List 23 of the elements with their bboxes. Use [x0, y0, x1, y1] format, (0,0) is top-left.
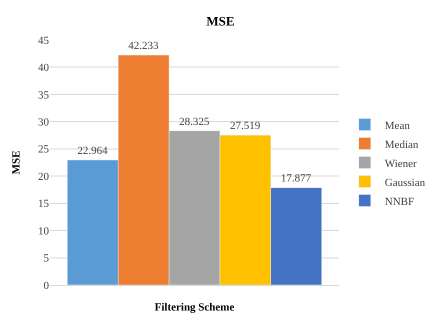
legend-label: Mean: [384, 120, 410, 132]
data-label: 22.964: [77, 144, 108, 157]
data-label: 27.519: [230, 120, 261, 132]
y-tick-label: 45: [38, 34, 50, 47]
y-tick-label: 15: [38, 198, 50, 210]
data-label: 17.877: [280, 172, 312, 185]
data-label: 42.233: [128, 40, 160, 52]
legend-label: NNBF: [384, 196, 414, 208]
y-axis-title: MSE: [10, 150, 23, 174]
y-tick-label: 0: [44, 280, 50, 292]
legend-label: Wiener: [384, 158, 418, 170]
legend-label: Median: [384, 138, 419, 151]
y-tick-label: 25: [38, 144, 50, 156]
data-label: 28.325: [179, 116, 210, 128]
y-tick-label: 5: [44, 252, 50, 265]
legend-label: Gaussian: [384, 176, 426, 189]
y-tick-label: 30: [38, 116, 50, 129]
y-tick-label: 10: [38, 225, 50, 238]
chart-title: MSE: [206, 13, 235, 28]
y-tick-label: 20: [38, 170, 50, 183]
y-tick-label: 35: [38, 89, 50, 102]
x-axis-title: Filtering Scheme: [154, 302, 234, 314]
y-tick-label: 40: [38, 62, 50, 74]
